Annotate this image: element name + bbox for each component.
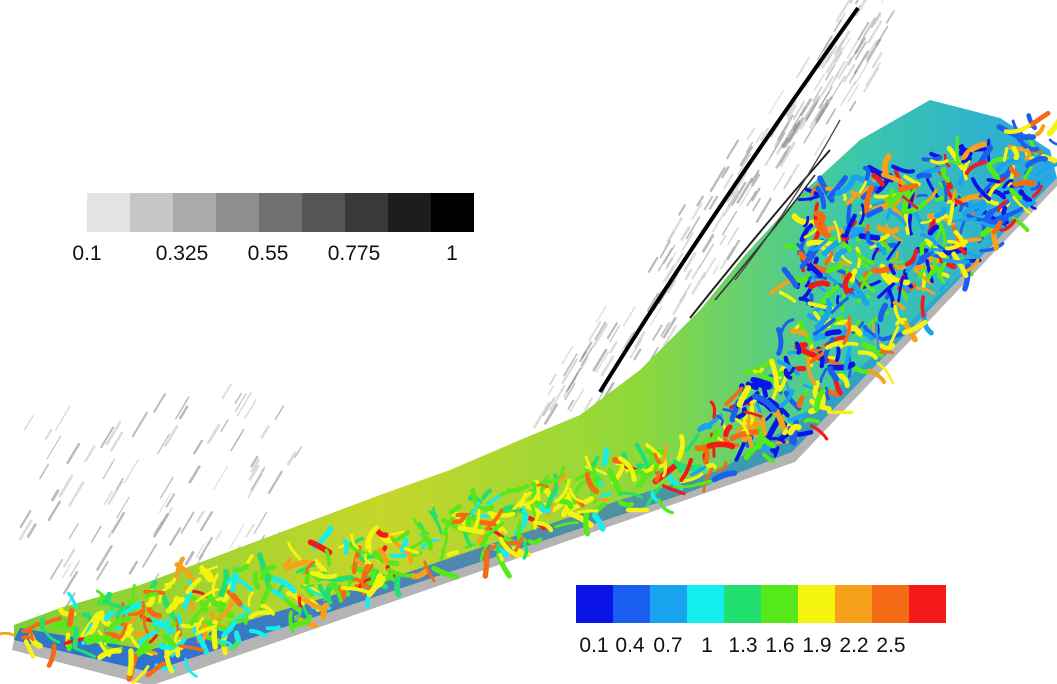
colorbar-swatch [909,585,946,623]
colorbar-tick-label: 2.5 [876,634,906,657]
mach-number-legend: 0.1 0.4 0.7 1 1.3 1.6 1.9 2.2 2.5 [576,585,946,658]
colorbar-tick-label: 1 [446,242,458,265]
vortex-structures [0,110,1057,684]
colorbar-tick-label: 0.7 [653,634,683,657]
secondary-shock [734,119,841,281]
density-colorbar [87,193,474,232]
colorbar-swatch [761,585,798,623]
colorbar-tick-label: 1 [701,634,713,657]
colorbar-swatch [872,585,909,623]
secondary-shock [689,149,831,319]
colorbar-swatch [613,585,650,623]
colorbar-tick-label: 1.3 [728,634,758,657]
density-gradient-legend: 0.1 0.325 0.55 0.775 1 [72,193,474,266]
colorbar-tick-label: 2.2 [839,634,869,657]
colorbar-tick-label: 0.55 [247,242,289,265]
colorbar-tick-label: 0.1 [579,634,609,657]
colorbar-swatch [835,585,872,623]
colorbar-tick-label: 1.6 [765,634,795,657]
colorbar-swatch [388,193,431,232]
main-shock [598,6,860,394]
colorbar-tick-label: 0.1 [72,242,102,265]
colorbar-tick-label: 0.4 [615,634,645,657]
colorbar-swatch [173,193,216,232]
mach-colorbar-ticks: 0.1 0.4 0.7 1 1.3 1.6 1.9 2.2 2.5 [576,634,946,658]
colorbar-swatch [345,193,388,232]
colorbar-swatch [724,585,761,623]
colorbar-tick-label: 0.325 [155,242,209,265]
colorbar-tick-label: 1.9 [802,634,832,657]
shock-waves [598,6,860,394]
colorbar-swatch [130,193,173,232]
colorbar-swatch [87,193,130,232]
colorbar-swatch [216,193,259,232]
colorbar-swatch [431,193,474,232]
colorbar-swatch [650,585,687,623]
colorbar-swatch [687,585,724,623]
density-gradient-texture [18,0,895,614]
colorbar-tick-label: 0.775 [327,242,381,265]
colorbar-swatch [302,193,345,232]
colorbar-swatch [259,193,302,232]
turbulent-boundary-layer [14,100,1057,672]
colorbar-swatch [798,585,835,623]
density-colorbar-ticks: 0.1 0.325 0.55 0.775 1 [72,242,474,266]
mach-colorbar [576,585,946,623]
colorbar-swatch [576,585,613,623]
